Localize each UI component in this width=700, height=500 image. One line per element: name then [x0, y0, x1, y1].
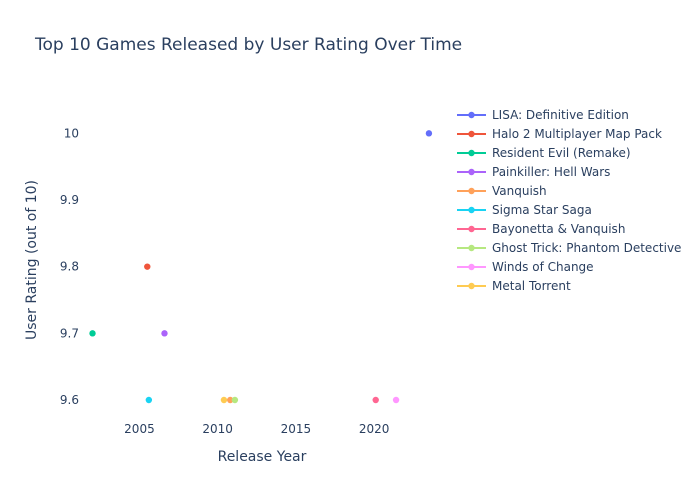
legend-label: Bayonetta & Vanquish	[492, 222, 625, 236]
legend-marker	[468, 168, 475, 176]
data-point[interactable]	[372, 396, 379, 404]
data-point[interactable]	[425, 130, 433, 137]
legend-item[interactable]: Halo 2 Multiplayer Map Pack	[457, 127, 662, 141]
legend-label: Metal Torrent	[492, 279, 571, 293]
legend-item[interactable]: Metal Torrent	[457, 279, 571, 293]
x-axis-title: Release Year	[218, 449, 307, 465]
legend-label: Resident Evil (Remake)	[492, 146, 631, 160]
legend-label: LISA: Definitive Edition	[492, 108, 629, 122]
legend-marker	[468, 206, 475, 214]
legend-marker	[468, 244, 475, 252]
legend-item[interactable]: LISA: Definitive Edition	[457, 108, 629, 122]
legend: LISA: Definitive Edition Halo 2 Multiplay…	[457, 108, 681, 293]
y-tick-label: 9.6	[60, 393, 79, 407]
y-axis-title: User Rating (out of 10)	[24, 180, 40, 340]
data-point[interactable]	[220, 396, 228, 404]
y-tick-label: 10	[64, 126, 79, 140]
legend-item[interactable]: Resident Evil (Remake)	[457, 146, 631, 160]
legend-marker	[468, 187, 475, 195]
legend-label: Halo 2 Multiplayer Map Pack	[492, 127, 662, 141]
legend-label: Sigma Star Saga	[492, 203, 592, 217]
y-tick-label: 9.7	[60, 326, 79, 340]
data-point[interactable]	[144, 263, 151, 270]
legend-label: Ghost Trick: Phantom Detective	[492, 241, 681, 255]
legend-marker	[468, 130, 475, 138]
y-axis-ticks: 9.6 9.7 9.8 9.9 10	[60, 126, 79, 407]
legend-item[interactable]: Painkiller: Hell Wars	[457, 165, 610, 179]
data-point[interactable]	[227, 396, 234, 404]
legend-label: Painkiller: Hell Wars	[492, 165, 610, 179]
data-point[interactable]	[145, 396, 153, 404]
x-tick-label: 2005	[124, 422, 155, 436]
legend-item[interactable]: Winds of Change	[457, 260, 594, 274]
legend-item[interactable]: Vanquish	[457, 184, 547, 198]
legend-item[interactable]: Ghost Trick: Phantom Detective	[457, 241, 681, 255]
x-tick-label: 2020	[359, 422, 390, 436]
x-tick-label: 2010	[202, 422, 233, 436]
data-points	[89, 130, 433, 404]
x-tick-label: 2015	[281, 422, 312, 436]
legend-marker	[468, 263, 475, 271]
y-tick-label: 9.9	[60, 193, 79, 207]
data-point[interactable]	[89, 330, 96, 337]
data-point[interactable]	[161, 330, 168, 337]
legend-marker	[468, 149, 475, 157]
legend-marker	[468, 282, 475, 290]
chart-title: Top 10 Games Released by User Rating Ove…	[34, 35, 462, 55]
legend-marker	[468, 225, 475, 233]
legend-item[interactable]: Sigma Star Saga	[457, 203, 592, 217]
y-tick-label: 9.8	[60, 260, 79, 274]
legend-marker	[468, 111, 475, 119]
legend-label: Winds of Change	[492, 260, 594, 274]
data-point[interactable]	[392, 396, 400, 404]
data-point[interactable]	[231, 396, 239, 404]
x-axis-ticks: 2005 2010 2015 2020	[124, 422, 389, 436]
legend-label: Vanquish	[492, 184, 547, 198]
legend-item[interactable]: Bayonetta & Vanquish	[457, 222, 625, 236]
